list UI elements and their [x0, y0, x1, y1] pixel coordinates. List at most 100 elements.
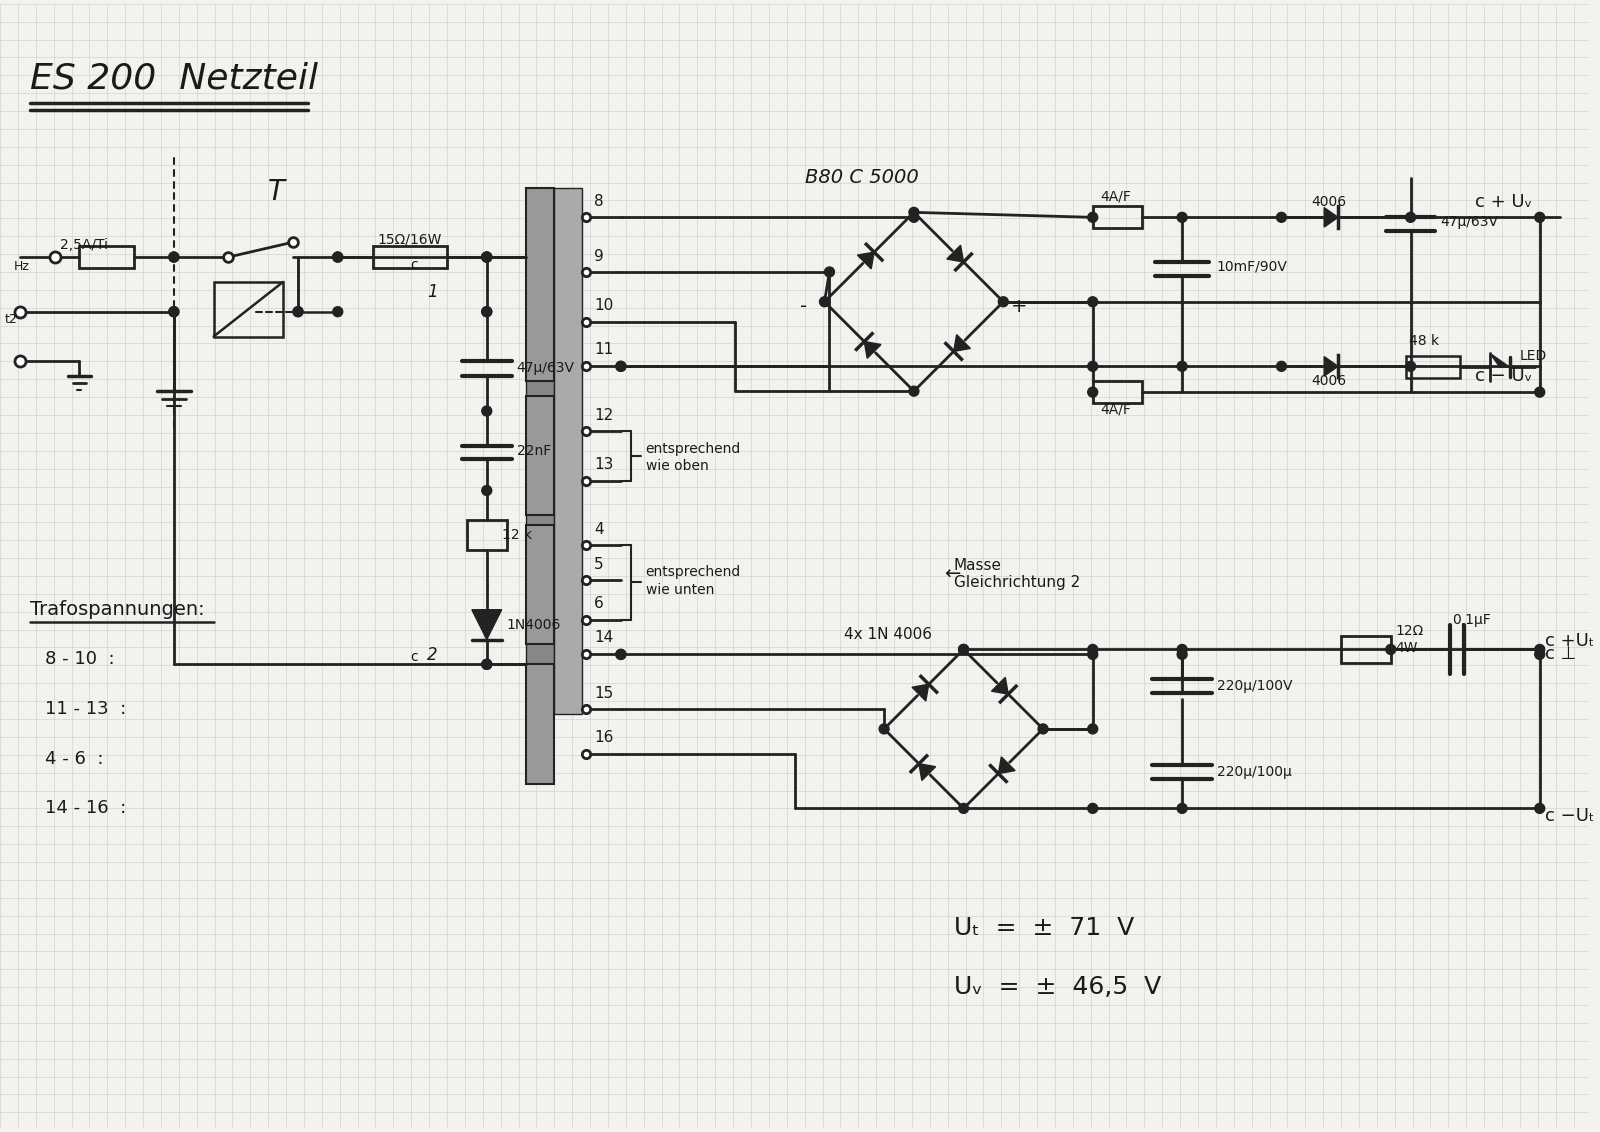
Text: 47μ/63V: 47μ/63V: [517, 361, 574, 376]
Polygon shape: [1325, 357, 1338, 376]
Text: 0,1μF: 0,1μF: [1453, 612, 1491, 627]
Circle shape: [482, 406, 491, 415]
Polygon shape: [912, 684, 928, 701]
Circle shape: [482, 659, 491, 669]
Polygon shape: [864, 342, 882, 358]
Bar: [213, 282, 283, 336]
Circle shape: [170, 252, 179, 261]
Circle shape: [1534, 213, 1544, 222]
Text: Gleichrichtung 2: Gleichrichtung 2: [954, 575, 1080, 591]
Text: 2: 2: [427, 646, 438, 664]
Circle shape: [1386, 644, 1395, 654]
Bar: [467, 521, 507, 550]
Circle shape: [1178, 804, 1187, 814]
Text: Masse: Masse: [954, 557, 1002, 573]
Circle shape: [333, 252, 342, 261]
Circle shape: [1534, 644, 1544, 654]
Text: entsprechend: entsprechend: [646, 441, 741, 456]
Circle shape: [998, 297, 1008, 307]
Circle shape: [616, 650, 626, 659]
Text: 13: 13: [594, 457, 613, 472]
Circle shape: [482, 252, 491, 261]
Bar: [526, 396, 554, 515]
Text: c: c: [410, 651, 418, 664]
Text: LED: LED: [1520, 350, 1547, 363]
Polygon shape: [918, 764, 936, 780]
Circle shape: [1088, 724, 1098, 734]
Text: c: c: [410, 258, 418, 272]
Polygon shape: [1325, 207, 1338, 228]
Circle shape: [1088, 297, 1098, 307]
Circle shape: [1178, 650, 1187, 659]
Text: entsprechend: entsprechend: [646, 565, 741, 578]
Circle shape: [170, 252, 179, 261]
Bar: [373, 246, 446, 268]
Text: 4x 1N 4006: 4x 1N 4006: [845, 627, 933, 642]
Text: 10mF/90V: 10mF/90V: [1218, 260, 1288, 274]
Circle shape: [293, 307, 302, 317]
Text: 8 - 10  :: 8 - 10 :: [45, 651, 114, 668]
Circle shape: [482, 252, 491, 261]
Circle shape: [333, 307, 342, 317]
Bar: [526, 188, 554, 714]
Circle shape: [1277, 361, 1286, 371]
Circle shape: [482, 307, 491, 317]
Circle shape: [1277, 213, 1286, 222]
Text: T: T: [269, 179, 285, 206]
Bar: [526, 525, 554, 644]
Text: t2: t2: [5, 314, 18, 326]
Text: 12 k: 12 k: [502, 529, 531, 542]
Circle shape: [1088, 387, 1098, 397]
Text: 4A/F: 4A/F: [1101, 189, 1131, 204]
Polygon shape: [858, 252, 874, 269]
Bar: [1093, 206, 1142, 229]
Circle shape: [958, 804, 968, 814]
Text: 4: 4: [594, 522, 603, 537]
Text: Uᵥ  =  ±  46,5  V: Uᵥ = ± 46,5 V: [954, 975, 1162, 1000]
Text: Hz: Hz: [14, 260, 30, 274]
Text: 4006: 4006: [1312, 196, 1346, 209]
Polygon shape: [1490, 353, 1510, 367]
Text: 9: 9: [594, 249, 603, 264]
Circle shape: [1406, 361, 1416, 371]
Text: 10: 10: [594, 298, 613, 314]
Bar: [554, 188, 582, 714]
Circle shape: [909, 213, 918, 222]
Text: 14 - 16  :: 14 - 16 :: [45, 799, 126, 817]
Text: wie oben: wie oben: [646, 458, 709, 473]
Circle shape: [909, 386, 918, 396]
Circle shape: [170, 307, 179, 317]
Circle shape: [1534, 804, 1544, 814]
Circle shape: [482, 486, 491, 496]
Polygon shape: [992, 677, 1008, 694]
Circle shape: [333, 252, 342, 261]
Text: +: +: [1011, 298, 1027, 316]
Text: c − Uᵥ: c − Uᵥ: [1475, 367, 1533, 385]
Circle shape: [1088, 804, 1098, 814]
Text: 5: 5: [594, 557, 603, 572]
Text: Trafospannungen:: Trafospannungen:: [30, 600, 205, 619]
Circle shape: [482, 659, 491, 669]
Text: 1: 1: [427, 283, 438, 301]
Text: 1N4006: 1N4006: [507, 618, 562, 632]
Bar: [1341, 635, 1390, 663]
Text: 220μ/100μ: 220μ/100μ: [1218, 764, 1291, 779]
Circle shape: [958, 644, 968, 654]
Circle shape: [1178, 644, 1187, 654]
Text: 12Ω
4W: 12Ω 4W: [1395, 625, 1424, 654]
Circle shape: [819, 297, 829, 307]
Bar: [1406, 357, 1461, 378]
Text: 11 - 13  :: 11 - 13 :: [45, 700, 126, 718]
Text: 16: 16: [594, 730, 613, 745]
Text: c +Uₜ: c +Uₜ: [1544, 633, 1594, 651]
Circle shape: [482, 252, 491, 261]
Text: 2,5A/Ti: 2,5A/Ti: [59, 238, 107, 252]
Text: ←: ←: [944, 565, 960, 583]
Bar: [1093, 381, 1142, 403]
Circle shape: [1038, 724, 1048, 734]
Circle shape: [616, 361, 626, 371]
Text: 15: 15: [594, 686, 613, 701]
Text: c −Uₜ: c −Uₜ: [1544, 807, 1594, 825]
Text: 8: 8: [594, 194, 603, 209]
Circle shape: [958, 644, 968, 654]
